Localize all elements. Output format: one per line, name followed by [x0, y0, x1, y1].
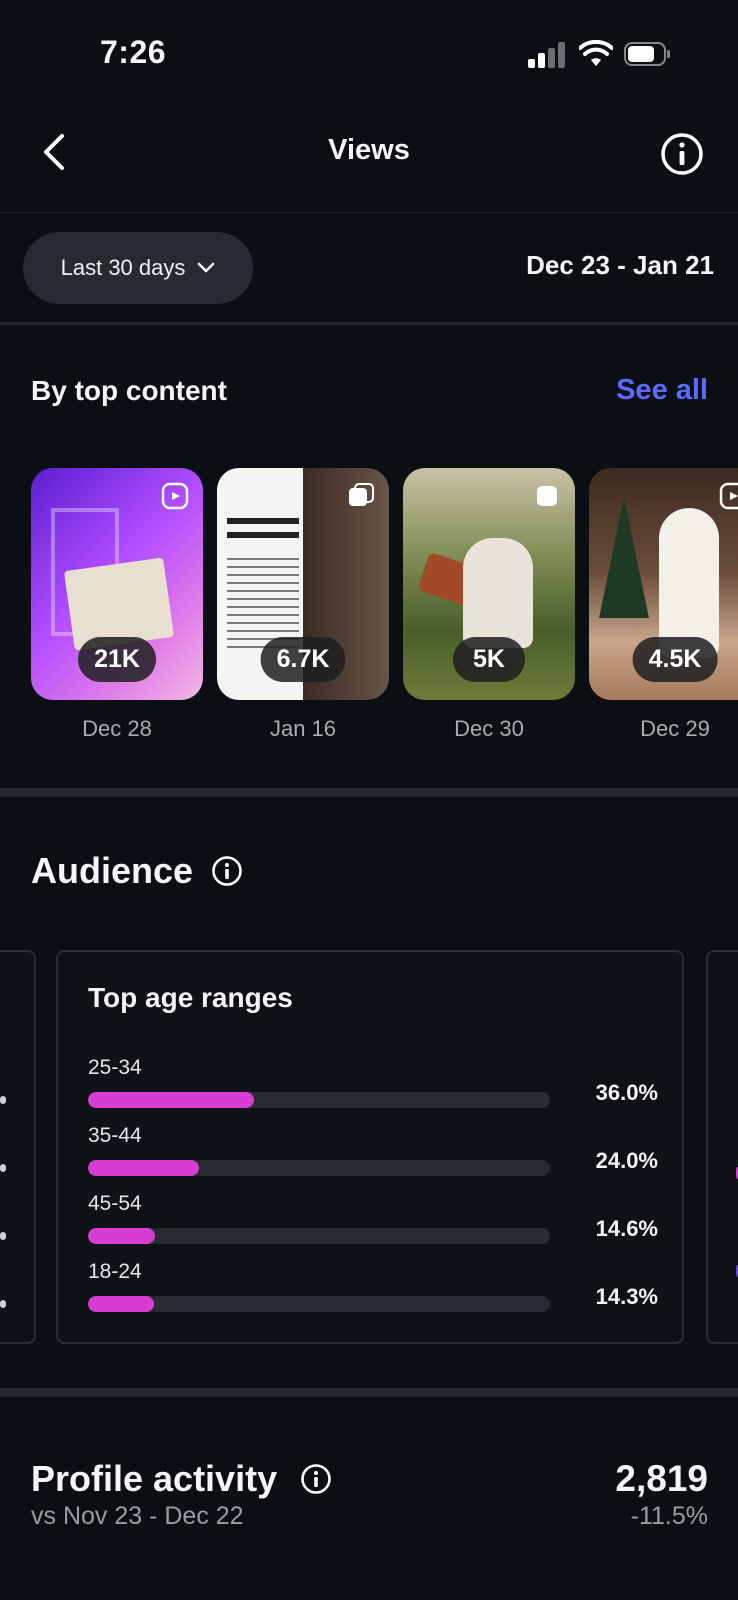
- battery-icon: [624, 42, 670, 66]
- audience-title: Audience: [31, 850, 194, 891]
- age-range-label: 45-54: [88, 1192, 142, 1215]
- profile-activity-title: Profile activity: [31, 1458, 278, 1499]
- content-thumbnail[interactable]: 5K: [403, 468, 575, 700]
- section-divider: [0, 788, 738, 797]
- bar-end-dot: [0, 1232, 6, 1240]
- comparison-period: vs Nov 23 - Dec 22: [31, 1502, 244, 1530]
- reel-icon: [161, 482, 189, 510]
- top-content-title: By top content: [31, 375, 227, 406]
- bar-end-dot: [0, 1300, 6, 1308]
- article-text: [227, 558, 299, 648]
- age-bar-track: [88, 1092, 550, 1108]
- profile-activity-value: 2,819: [615, 1458, 708, 1499]
- see-all-link[interactable]: See all: [616, 374, 708, 406]
- chevron-down-icon: [198, 262, 215, 273]
- info-icon[interactable]: [211, 855, 243, 887]
- age-range-row: 45-54 14.6%: [88, 1192, 658, 1244]
- content-thumbnail[interactable]: 6.7K: [217, 468, 389, 700]
- view-count-badge: 21K: [78, 637, 156, 682]
- back-arrow-icon[interactable]: [36, 132, 70, 172]
- info-icon[interactable]: [300, 1463, 332, 1495]
- age-range-label: 25-34: [88, 1056, 142, 1079]
- text-line: [227, 518, 299, 524]
- age-range-row: 18-24 14.3%: [88, 1260, 658, 1312]
- age-bar-fill: [88, 1296, 155, 1312]
- age-bar-fill: [88, 1228, 156, 1244]
- content-date: Dec 29: [640, 716, 710, 741]
- previous-card[interactable]: [0, 950, 36, 1344]
- age-ranges-card: Top age ranges 25-34 36.0% 35-44 24.0% 45-54…: [56, 950, 684, 1344]
- age-range-row: 35-44 24.0%: [88, 1124, 658, 1176]
- age-range-label: 35-44: [88, 1124, 142, 1147]
- bar-end-dot: [0, 1164, 6, 1172]
- age-bar-fill: [88, 1160, 199, 1176]
- age-range-percent: 14.3%: [595, 1284, 658, 1309]
- age-card-title: Top age ranges: [88, 982, 293, 1013]
- text-line: [227, 532, 299, 538]
- cellular-signal-icon: [528, 42, 566, 68]
- info-icon[interactable]: [660, 132, 704, 176]
- content-date: Jan 16: [269, 716, 337, 741]
- next-card[interactable]: [706, 950, 738, 1344]
- content-thumbnail[interactable]: 21K: [31, 468, 203, 700]
- period-label: Last 30 days: [60, 255, 186, 280]
- age-range-percent: 24.0%: [595, 1148, 658, 1173]
- age-bar-track: [88, 1228, 550, 1244]
- wifi-icon: [579, 40, 613, 66]
- period-dropdown[interactable]: Last 30 days: [23, 232, 253, 304]
- age-range-percent: 14.6%: [595, 1216, 658, 1241]
- age-range-row: 25-34 36.0%: [88, 1056, 658, 1108]
- view-count-badge: 5K: [453, 637, 525, 682]
- carousel-icon: [349, 483, 374, 506]
- view-count-badge: 4.5K: [632, 637, 718, 682]
- content-thumbnail[interactable]: 4.5K: [589, 468, 738, 700]
- status-time: 7:26: [100, 34, 167, 70]
- profile-activity-change: -11.5%: [630, 1502, 708, 1530]
- content-date: Dec 28: [82, 716, 152, 741]
- content-date: Dec 30: [454, 716, 524, 741]
- age-bar-track: [88, 1160, 550, 1176]
- tree-shape: [599, 498, 649, 618]
- bar-fill-peek: [736, 1166, 738, 1180]
- age-range-label: 18-24: [88, 1260, 142, 1283]
- header-divider: [0, 212, 738, 213]
- bar-end-dot: [0, 1096, 6, 1104]
- person-shape: [463, 538, 533, 648]
- person-shape: [659, 508, 719, 658]
- view-count-badge: 6.7K: [260, 637, 346, 682]
- page-title: Views: [328, 134, 410, 166]
- section-divider: [0, 322, 738, 325]
- reel-icon: [719, 482, 738, 510]
- age-bar-fill: [88, 1092, 255, 1108]
- bar-fill-peek: [736, 1264, 738, 1278]
- section-divider: [0, 1388, 738, 1397]
- date-range: Dec 23 - Jan 21: [526, 250, 714, 280]
- post-icon: [537, 486, 557, 506]
- age-bar-track: [88, 1296, 550, 1312]
- age-range-percent: 36.0%: [595, 1080, 658, 1105]
